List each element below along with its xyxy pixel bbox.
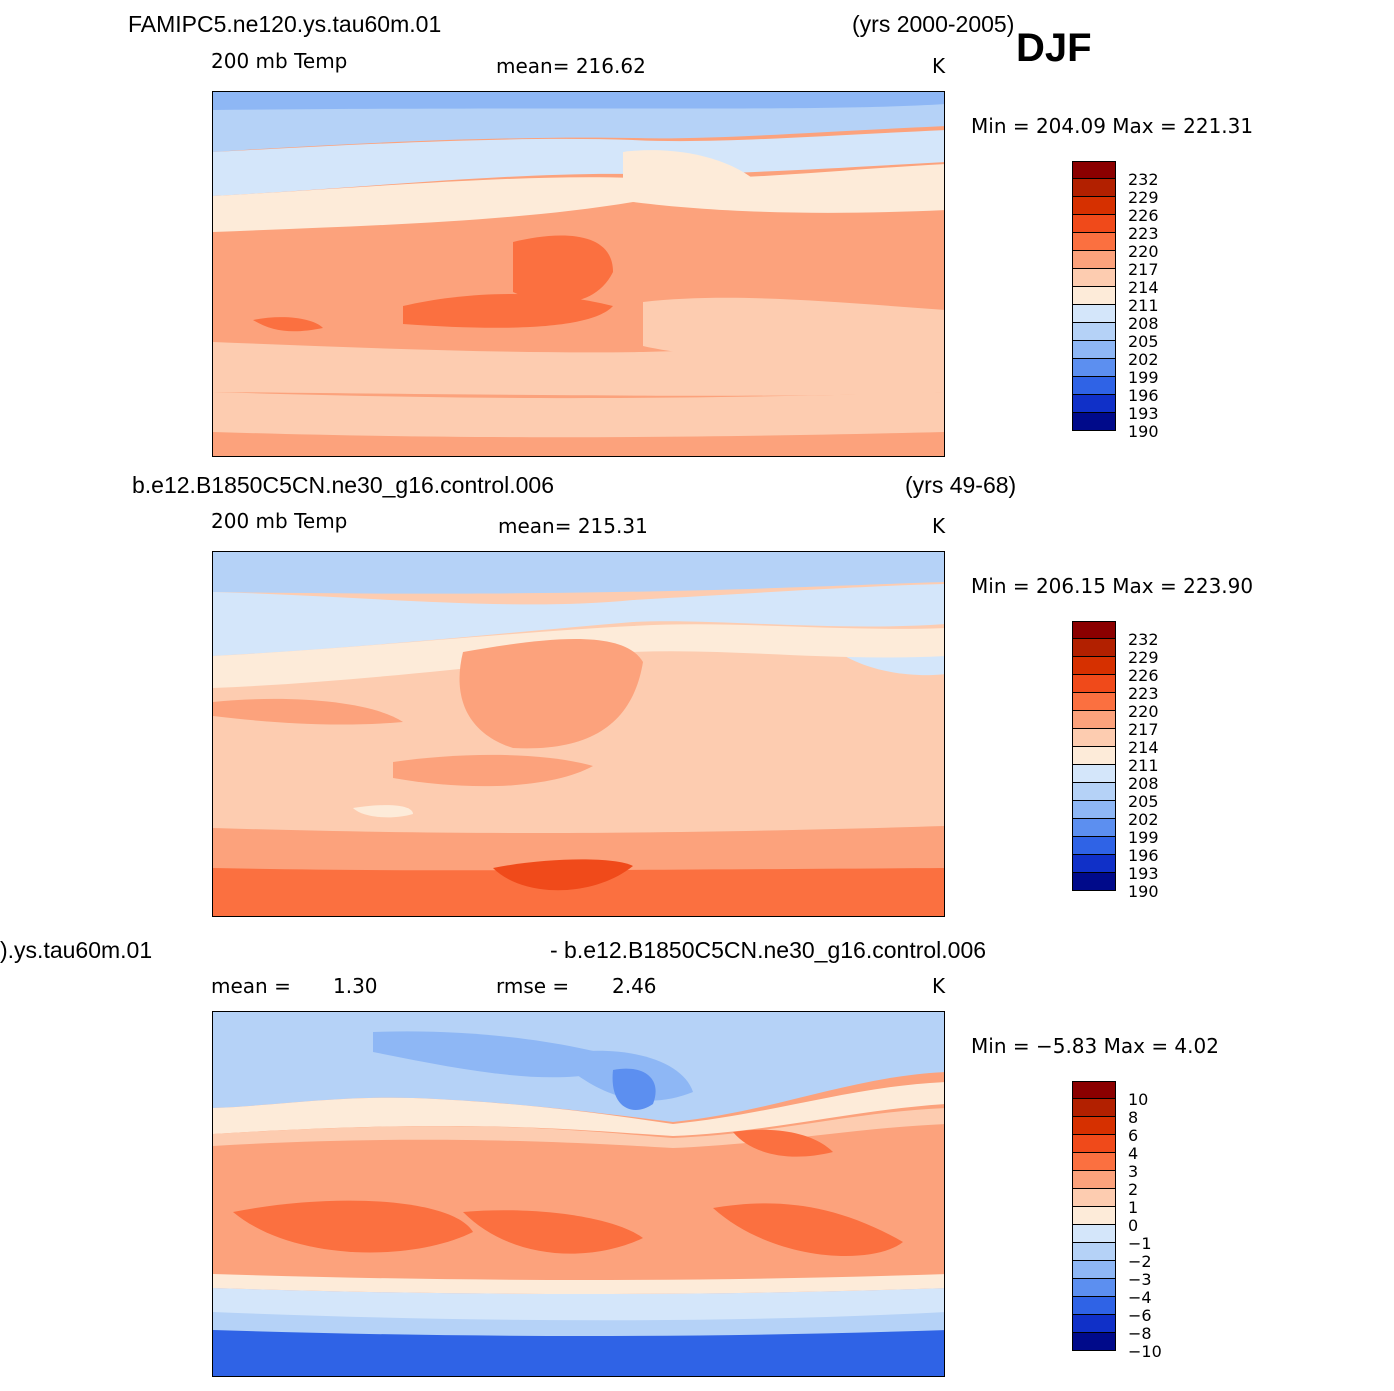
panel3-mean-label: mean = xyxy=(211,974,291,998)
panel1-colorbar-tick: 193 xyxy=(1128,404,1159,423)
panel3-map xyxy=(212,1011,945,1377)
panel1-colorbar-tick: 202 xyxy=(1128,350,1159,369)
panel3-colorbar-tick: −4 xyxy=(1128,1288,1152,1307)
panel1-colorbar-tick: 217 xyxy=(1128,260,1159,279)
panel3-colorbar-tick: 6 xyxy=(1128,1126,1139,1145)
panel1-case-name: FAMIPC5.ne120.ys.tau60m.01 xyxy=(128,11,442,37)
panel3-colorbar-tick: 10 xyxy=(1128,1090,1149,1109)
panel3-minmax: Min = −5.83 Max = 4.02 xyxy=(971,1034,1219,1058)
panel2-colorbar-tick: 223 xyxy=(1128,684,1159,703)
panel2-colorbar-tick: 199 xyxy=(1128,828,1159,847)
panel3-colorbar-tick: 2 xyxy=(1128,1180,1139,1199)
panel2-colorbar-tick: 196 xyxy=(1128,846,1159,865)
panel1-variable: 200 mb Temp xyxy=(211,49,348,73)
panel1-units: K xyxy=(932,54,946,78)
panel3-colorbar-tick: −6 xyxy=(1128,1306,1152,1325)
panel2-colorbar-tick: 214 xyxy=(1128,738,1159,757)
panel1-years: (yrs 2000-2005) xyxy=(852,11,1015,37)
panel2-minmax: Min = 206.15 Max = 223.90 xyxy=(971,574,1254,598)
panel2-colorbar xyxy=(1072,621,1116,891)
panel2-colorbar-tick: 211 xyxy=(1128,756,1159,775)
panel3-mean-value: 1.30 xyxy=(333,974,378,998)
panel1-minmax: Min = 204.09 Max = 221.31 xyxy=(971,114,1254,138)
season-title: DJF xyxy=(1016,26,1092,70)
panel2-colorbar-tick: 205 xyxy=(1128,792,1159,811)
panel2-colorbar-tick: 229 xyxy=(1128,648,1159,667)
panel3-colorbar-tick: −3 xyxy=(1128,1270,1152,1289)
panel3-colorbar-tick: −8 xyxy=(1128,1324,1152,1343)
panel2-variable: 200 mb Temp xyxy=(211,509,348,533)
panel3-colorbar-tick: −10 xyxy=(1128,1342,1162,1361)
panel2-colorbar-tick: 202 xyxy=(1128,810,1159,829)
panel2-map xyxy=(212,551,945,917)
panel2-years: (yrs 49-68) xyxy=(905,472,1017,498)
panel1-colorbar-tick: 196 xyxy=(1128,386,1159,405)
panel2-colorbar-tick: 232 xyxy=(1128,630,1159,649)
panel3-colorbar-tick: 3 xyxy=(1128,1162,1139,1181)
panel2-colorbar-tick: 190 xyxy=(1128,882,1159,901)
panel3-rmse-value: 2.46 xyxy=(612,974,657,998)
panel2-colorbar-tick: 193 xyxy=(1128,864,1159,883)
panel3-case-left: ).ys.tau60m.01 xyxy=(0,937,153,963)
panel3-colorbar-tick: 0 xyxy=(1128,1216,1139,1235)
panel1-colorbar-tick: 229 xyxy=(1128,188,1159,207)
panel1-colorbar-tick: 232 xyxy=(1128,170,1159,189)
panel1-mean: mean= 216.62 xyxy=(496,54,646,78)
panel3-units: K xyxy=(932,974,946,998)
panel3-rmse-label: rmse = xyxy=(496,974,570,998)
panel1-colorbar-tick: 220 xyxy=(1128,242,1159,261)
panel2-colorbar-tick: 208 xyxy=(1128,774,1159,793)
panel2-units: K xyxy=(932,514,946,538)
panel3-colorbar xyxy=(1072,1081,1116,1351)
panel3-colorbar-tick: 8 xyxy=(1128,1108,1139,1127)
panel2-case-name: b.e12.B1850C5CN.ne30_g16.control.006 xyxy=(132,472,554,498)
panel3-case-right: - b.e12.B1850C5CN.ne30_g16.control.006 xyxy=(550,937,987,963)
panel1-colorbar-tick: 223 xyxy=(1128,224,1159,243)
panel3-colorbar-tick: 1 xyxy=(1128,1198,1139,1217)
panel1-colorbar-tick: 199 xyxy=(1128,368,1159,387)
panel1-colorbar-tick: 214 xyxy=(1128,278,1159,297)
panel2-mean: mean= 215.31 xyxy=(498,514,648,538)
panel3-colorbar-tick: −1 xyxy=(1128,1234,1152,1253)
panel1-colorbar-tick: 211 xyxy=(1128,296,1159,315)
panel2-colorbar-tick: 220 xyxy=(1128,702,1159,721)
panel1-map xyxy=(212,91,945,457)
panel3-colorbar-tick: −2 xyxy=(1128,1252,1152,1271)
panel1-colorbar-tick: 205 xyxy=(1128,332,1159,351)
panel1-colorbar-tick: 190 xyxy=(1128,422,1159,441)
panel1-colorbar-tick: 226 xyxy=(1128,206,1159,225)
panel1-colorbar xyxy=(1072,161,1116,431)
panel3-colorbar-tick: 4 xyxy=(1128,1144,1139,1163)
panel2-colorbar-tick: 217 xyxy=(1128,720,1159,739)
panel1-colorbar-tick: 208 xyxy=(1128,314,1159,333)
panel2-colorbar-tick: 226 xyxy=(1128,666,1159,685)
